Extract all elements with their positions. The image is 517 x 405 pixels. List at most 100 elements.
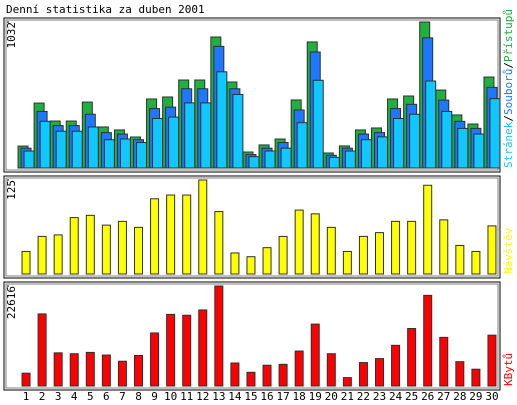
bar bbox=[296, 122, 308, 169]
bar bbox=[326, 353, 336, 387]
x-tick-label: 25 bbox=[405, 390, 418, 403]
x-tick-label: 5 bbox=[87, 390, 94, 403]
bar bbox=[216, 71, 228, 169]
y-tick-label: 125 bbox=[5, 180, 18, 200]
legend-entry: KBytů bbox=[502, 353, 515, 386]
bar bbox=[489, 98, 501, 169]
bar bbox=[166, 194, 176, 275]
legend: Návštěv bbox=[502, 227, 515, 274]
bar bbox=[214, 285, 224, 387]
bar bbox=[87, 126, 99, 169]
bar bbox=[455, 244, 465, 275]
bar bbox=[85, 351, 95, 387]
bar bbox=[409, 113, 421, 169]
x-tick-label: 11 bbox=[180, 390, 193, 403]
x-tick-label: 27 bbox=[437, 390, 450, 403]
bar bbox=[117, 220, 127, 275]
bar bbox=[471, 368, 481, 387]
x-tick-label: 7 bbox=[119, 390, 126, 403]
bar bbox=[103, 139, 115, 169]
x-tick-label: 16 bbox=[260, 390, 273, 403]
bar bbox=[101, 354, 111, 387]
legend: Stránek/Souborů/Přístupů bbox=[502, 9, 515, 168]
bar bbox=[439, 219, 449, 275]
bar bbox=[358, 235, 368, 275]
bar bbox=[375, 358, 384, 387]
bar bbox=[69, 217, 79, 275]
bar bbox=[473, 133, 485, 169]
bar bbox=[425, 80, 437, 169]
bar bbox=[101, 224, 111, 275]
bar bbox=[264, 150, 276, 169]
bar bbox=[71, 130, 83, 169]
bar bbox=[21, 250, 31, 275]
bar bbox=[342, 377, 352, 387]
bar bbox=[294, 350, 304, 387]
bar bbox=[312, 79, 324, 169]
panel-frame-inner bbox=[5, 283, 499, 389]
bar bbox=[198, 179, 208, 275]
bar bbox=[23, 150, 35, 169]
bar bbox=[182, 314, 192, 387]
bar bbox=[246, 256, 256, 275]
bar bbox=[69, 353, 79, 387]
x-tick-label: 26 bbox=[421, 390, 434, 403]
x-tick-label: 19 bbox=[309, 390, 322, 403]
bar bbox=[441, 110, 453, 169]
bar bbox=[328, 156, 340, 169]
x-tick-label: 17 bbox=[276, 390, 289, 403]
bar bbox=[55, 130, 67, 169]
bar bbox=[230, 362, 240, 387]
legend-entry: Souborů bbox=[502, 69, 515, 115]
bar bbox=[39, 120, 51, 169]
x-tick-label: 30 bbox=[485, 390, 498, 403]
bar bbox=[184, 102, 196, 169]
bar bbox=[326, 226, 336, 275]
bar bbox=[294, 209, 304, 275]
panel-frame-inner bbox=[5, 177, 499, 277]
x-tick-label: 3 bbox=[55, 390, 62, 403]
y-tick-label: 22616 bbox=[5, 286, 18, 319]
bar bbox=[232, 93, 244, 169]
bar bbox=[358, 362, 368, 387]
bar bbox=[168, 116, 180, 169]
bar bbox=[278, 363, 288, 387]
legend: KBytů bbox=[502, 353, 515, 386]
bar bbox=[393, 117, 405, 169]
bar bbox=[280, 147, 292, 169]
legend-separator: / bbox=[502, 62, 515, 69]
bar bbox=[248, 156, 260, 169]
bar bbox=[85, 214, 95, 275]
x-tick-label: 1 bbox=[23, 390, 30, 403]
bar bbox=[487, 225, 497, 275]
bar bbox=[471, 250, 481, 275]
bar bbox=[310, 213, 320, 275]
bar bbox=[262, 364, 272, 387]
bar bbox=[200, 102, 212, 169]
bar bbox=[117, 360, 127, 387]
legend-entry: Návštěv bbox=[502, 227, 515, 274]
panel-frame-inner bbox=[5, 19, 499, 171]
bar bbox=[37, 313, 47, 387]
bar bbox=[423, 294, 433, 387]
bar bbox=[214, 211, 224, 275]
x-tick-label: 18 bbox=[293, 390, 306, 403]
bar bbox=[391, 220, 401, 275]
bar bbox=[391, 344, 401, 387]
bar bbox=[344, 150, 356, 169]
x-tick-label: 9 bbox=[151, 390, 158, 403]
bar bbox=[246, 371, 256, 387]
bar bbox=[119, 138, 131, 169]
bar bbox=[134, 226, 143, 275]
x-tick-label: 14 bbox=[228, 390, 242, 403]
bar bbox=[166, 313, 176, 387]
x-tick-label: 15 bbox=[244, 390, 257, 403]
x-tick-label: 20 bbox=[325, 390, 338, 403]
chart-title: Denní statistika za duben 2001 bbox=[6, 3, 205, 16]
bar bbox=[53, 234, 63, 275]
bar bbox=[310, 323, 320, 387]
bar bbox=[262, 247, 272, 275]
bar bbox=[360, 139, 372, 169]
x-tick-label: 8 bbox=[135, 390, 142, 403]
